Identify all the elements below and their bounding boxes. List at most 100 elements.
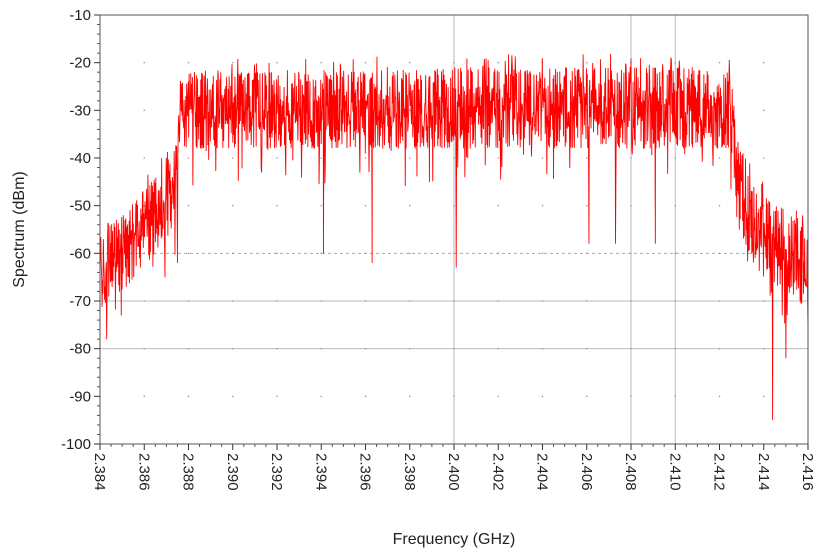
grid-dot — [364, 157, 367, 159]
grid-dot — [630, 252, 632, 255]
y-tick-label: -60 — [69, 245, 91, 262]
grid-dot — [541, 204, 544, 207]
grid-dot — [231, 395, 234, 398]
grid-dot — [718, 395, 721, 398]
grid-dot — [762, 347, 765, 350]
grid-dot — [541, 157, 544, 159]
grid-dot — [674, 347, 677, 350]
spectrum-series — [99, 53, 809, 421]
grid-lines — [100, 15, 808, 444]
grid-dot — [364, 395, 367, 398]
grid-dot — [585, 395, 588, 398]
grid-dot — [143, 300, 146, 302]
grid-dot — [187, 204, 190, 207]
x-tick-label: 2.398 — [401, 453, 418, 491]
grid-dot — [674, 157, 677, 159]
grid-dot — [674, 300, 677, 302]
grid-dot — [143, 109, 146, 112]
x-tick-label: 2.390 — [224, 453, 241, 491]
x-axis-tick-labels: 2.384 2.386 2.388 2.390 2.392 2.394 2.396 2.398… — [91, 453, 816, 491]
grid-dot — [762, 300, 765, 302]
grid-dot — [497, 61, 500, 64]
grid-dot — [231, 157, 234, 159]
x-axis-label: Frequency (GHz) — [393, 531, 516, 548]
y-tick-label: -90 — [69, 388, 91, 405]
x-tick-label: 2.388 — [180, 453, 197, 491]
grid-dot — [276, 252, 278, 255]
x-tick-label: 2.394 — [312, 453, 329, 491]
x-tick-label: 2.410 — [666, 453, 683, 491]
grid-dot — [276, 347, 278, 350]
grid-dot — [718, 61, 721, 64]
grid-dot — [762, 395, 765, 398]
grid-dot — [187, 347, 190, 350]
y-tick-label: -20 — [69, 55, 91, 72]
grid-dot — [630, 204, 632, 207]
grid-dot — [143, 395, 146, 398]
grid-dot — [497, 300, 500, 302]
grid-dot — [585, 347, 588, 350]
grid-dot — [364, 204, 367, 207]
grid-dot — [453, 157, 455, 159]
grid-dot — [187, 300, 190, 302]
x-tick-label: 2.402 — [489, 453, 506, 491]
x-tick-label: 2.406 — [578, 453, 595, 491]
grid-dot — [674, 61, 677, 64]
y-axis-tick-labels: -10 -20 -30 -40 -50 -60 -70 -80 -90 -100 — [61, 7, 91, 453]
grid-dot — [408, 61, 411, 64]
grid-dot — [320, 61, 323, 64]
grid-dot — [541, 347, 544, 350]
grid-dot — [453, 252, 455, 255]
grid-dot — [408, 157, 411, 159]
y-tick-label: -100 — [61, 436, 91, 453]
grid-dot — [276, 204, 278, 207]
grid-dot — [143, 157, 146, 159]
grid-dot — [408, 109, 411, 112]
x-tick-label: 2.408 — [622, 453, 639, 491]
grid-dot — [408, 204, 411, 207]
grid-dot — [143, 252, 146, 255]
y-tick-label: -10 — [69, 7, 91, 24]
grid-dot — [497, 347, 500, 350]
grid-dot — [674, 395, 677, 398]
x-tick-label: 2.392 — [268, 453, 285, 491]
grid-dot — [718, 204, 721, 207]
grid-dot — [364, 252, 367, 255]
x-tick-label: 2.386 — [135, 453, 152, 491]
grid-dot — [187, 252, 190, 255]
spectrum-line — [99, 53, 809, 421]
y-tick-label: -80 — [69, 341, 91, 358]
y-tick-label: -50 — [69, 198, 91, 215]
y-axis-label: Spectrum (dBm) — [11, 171, 28, 287]
grid-dot — [718, 157, 721, 159]
grid-dot — [276, 300, 278, 302]
grid-dot — [231, 252, 234, 255]
grid-dot — [453, 347, 455, 350]
grid-dot — [674, 252, 677, 255]
grid-dot — [585, 300, 588, 302]
grid-dot — [320, 395, 323, 398]
grid-dot — [541, 252, 544, 255]
grid-dot — [408, 300, 411, 302]
grid-dot — [585, 157, 588, 159]
grid-dot — [762, 61, 765, 64]
grid-dot — [276, 61, 278, 64]
grid-dot — [231, 347, 234, 350]
grid-dot — [187, 61, 190, 64]
grid-dot — [320, 204, 323, 207]
grid-dot — [453, 300, 455, 302]
grid-dot — [453, 61, 455, 64]
grid-dot — [762, 157, 765, 159]
grid-dot — [630, 300, 632, 302]
grid-dot — [143, 347, 146, 350]
grid-dot — [408, 395, 411, 398]
grid-dot — [762, 109, 765, 112]
y-tick-label: -40 — [69, 150, 91, 167]
grid-dot — [585, 204, 588, 207]
grid-dot — [187, 157, 190, 159]
grid-dot — [364, 347, 367, 350]
x-tick-label: 2.416 — [799, 453, 816, 491]
grid-dot — [497, 204, 500, 207]
grid-dot — [497, 157, 500, 159]
